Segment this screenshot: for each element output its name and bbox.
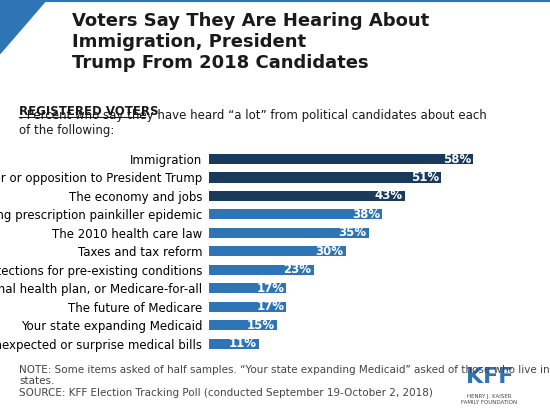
Bar	[209, 320, 277, 330]
Bar	[209, 339, 259, 349]
Bar	[209, 246, 346, 256]
Bar	[209, 172, 442, 183]
Text: 51%: 51%	[411, 171, 439, 184]
Bar	[209, 154, 474, 164]
Text: 17%: 17%	[256, 282, 284, 295]
Bar	[209, 228, 368, 238]
Polygon shape	[0, 0, 46, 54]
Text: KFF: KFF	[466, 368, 513, 387]
Text: 11%: 11%	[229, 337, 257, 350]
Bar	[209, 302, 287, 312]
Text: 15%: 15%	[247, 318, 275, 332]
Text: 35%: 35%	[338, 226, 366, 239]
Text: HENRY J. KAISER
FAMILY FOUNDATION: HENRY J. KAISER FAMILY FOUNDATION	[461, 394, 518, 405]
Text: : Percent who say they have heard “a lot” from political candidates about each
o: : Percent who say they have heard “a lot…	[19, 109, 487, 137]
Bar	[209, 209, 382, 220]
Text: REGISTERED VOTERS: REGISTERED VOTERS	[19, 105, 159, 118]
Bar	[209, 265, 314, 275]
Text: Voters Say They Are Hearing About Immigration, President
Trump From 2018 Candida: Voters Say They Are Hearing About Immigr…	[72, 12, 429, 72]
Text: 58%: 58%	[443, 152, 471, 166]
Text: 23%: 23%	[284, 263, 311, 276]
Bar	[209, 191, 405, 201]
Text: 43%: 43%	[375, 190, 403, 202]
Bar	[209, 283, 287, 293]
Text: 38%: 38%	[352, 208, 380, 221]
Text: NOTE: Some items asked of half samples. “Your state expanding Medicaid” asked of: NOTE: Some items asked of half samples. …	[19, 365, 550, 398]
Text: 17%: 17%	[256, 300, 284, 313]
Text: 30%: 30%	[316, 245, 343, 258]
